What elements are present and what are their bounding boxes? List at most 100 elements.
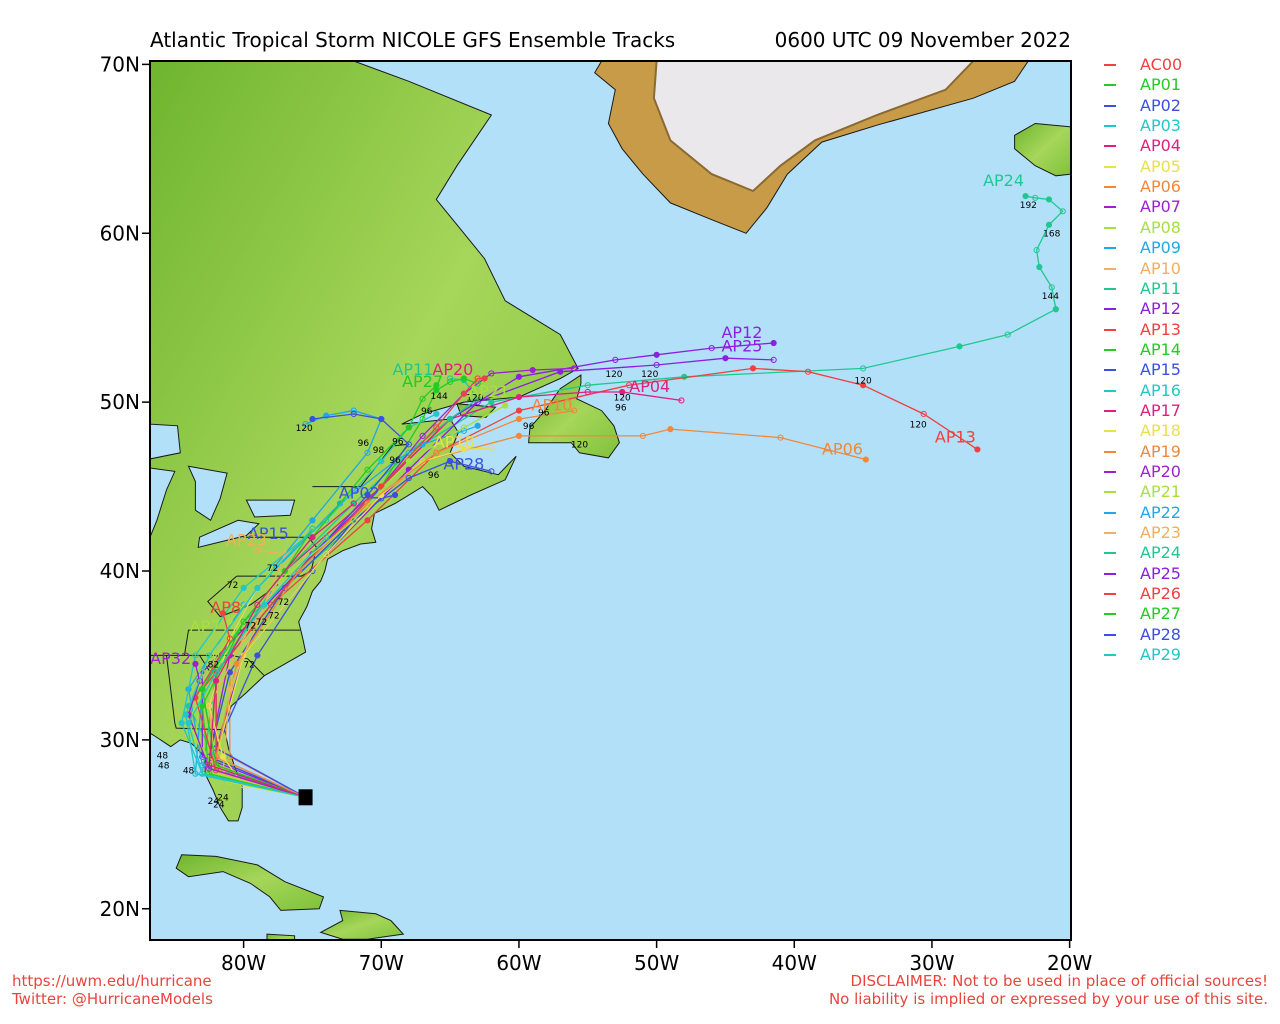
track-point: [447, 378, 454, 385]
lon-tick-label: 30W: [909, 951, 954, 975]
forecast-hour-label: 48: [183, 767, 195, 777]
legend-item-AP10: AP10: [1104, 259, 1274, 279]
track-point: [350, 500, 357, 507]
track-point: [206, 762, 213, 769]
track-point: [419, 395, 426, 402]
track-AP29: [182, 525, 316, 798]
lat-tick-label: 20N: [100, 897, 140, 921]
legend-label: AP01: [1140, 75, 1181, 95]
legend-item-AP08: AP08: [1104, 218, 1274, 238]
track-point: [226, 618, 233, 625]
forecast-hour-label: 72: [243, 660, 254, 670]
forecast-hour-label: 24: [213, 800, 225, 810]
track-label-AP20: AP20: [432, 360, 473, 379]
footer-url[interactable]: https://uwm.edu/hurricane: [12, 972, 212, 990]
track-point: [584, 382, 591, 389]
track-label-AP06: AP06: [822, 439, 863, 458]
track-point: [488, 399, 495, 406]
legend-swatch: [1104, 389, 1116, 392]
track-point: [212, 677, 220, 684]
track-label-AP7: AP7: [190, 617, 221, 636]
forecast-hour-label: 82: [208, 660, 219, 670]
legend-label: AP06: [1140, 177, 1181, 197]
track-point: [625, 382, 633, 389]
legend-swatch: [1104, 430, 1116, 433]
forecast-hour-label: 72: [256, 618, 267, 628]
track-point: [862, 456, 869, 463]
track-point: [433, 410, 440, 418]
forecast-hour-label: 24: [208, 797, 220, 807]
track-line-AP14: [201, 528, 313, 798]
legend-item-AP25: AP25: [1104, 564, 1274, 584]
track-point: [309, 534, 316, 541]
track-point: [323, 551, 330, 558]
track-point: [515, 393, 523, 401]
track-point: [192, 770, 199, 777]
lon-tick-label: 70W: [359, 951, 404, 975]
track-point: [515, 407, 523, 414]
legend-item-AP15: AP15: [1104, 360, 1274, 380]
track-point: [309, 525, 316, 532]
track-point: [1059, 208, 1066, 215]
legend-label: AP08: [1140, 217, 1181, 237]
track-point: [515, 415, 523, 423]
legend-swatch: [1104, 308, 1116, 311]
footer-twitter[interactable]: Twitter: @HurricaneModels: [12, 990, 213, 1008]
forecast-hour-label: 96: [392, 437, 404, 447]
track-point: [199, 770, 206, 777]
legend-item-AP19: AP19: [1104, 442, 1274, 462]
track-point: [722, 355, 729, 362]
lat-tick-label: 30N: [100, 728, 140, 752]
forecast-hour-label: 96: [615, 404, 627, 414]
track-point: [405, 441, 412, 448]
track-label-AP8: AP8: [210, 598, 241, 617]
track-point: [226, 686, 233, 693]
track-point: [182, 711, 189, 718]
legend-item-AP12: AP12: [1104, 299, 1274, 319]
track-point: [612, 356, 619, 364]
forecast-hour-label: 72: [267, 564, 278, 574]
track-point: [364, 491, 371, 499]
track-point: [1045, 196, 1053, 203]
track-point: [619, 388, 626, 396]
legend-swatch: [1104, 511, 1116, 514]
track-point: [350, 517, 357, 524]
track-label-AP23: AP23: [226, 531, 267, 550]
track-point: [309, 567, 316, 575]
track-point: [364, 466, 371, 473]
legend-swatch: [1104, 471, 1116, 473]
legend-swatch: [1104, 206, 1116, 209]
track-point: [460, 375, 467, 382]
legend-label: AP20: [1140, 462, 1181, 481]
track-point: [233, 660, 240, 667]
legend-swatch: [1104, 64, 1116, 66]
track-point: [433, 424, 440, 431]
track-point: [261, 601, 268, 608]
legend-item-AP14: AP14: [1104, 340, 1274, 360]
disclaimer-line-1: DISCLAIMER: Not to be used in place of o…: [850, 972, 1268, 990]
track-point: [254, 584, 261, 591]
forecast-hour-label: 120: [296, 424, 313, 434]
track-point: [240, 584, 247, 591]
track-point: [488, 444, 495, 451]
track-line-AP29: [185, 528, 313, 798]
lat-tick-label: 60N: [100, 221, 140, 245]
legend-label: AP23: [1140, 523, 1181, 543]
track-point: [474, 395, 481, 402]
track-point: [515, 432, 523, 440]
track-point: [240, 635, 247, 642]
track-point: [199, 686, 206, 693]
track-line-AP03: [187, 536, 327, 798]
legend-label: AP18: [1140, 421, 1181, 441]
track-point: [749, 365, 757, 372]
legend-label: AP26: [1140, 584, 1181, 604]
legend-label: AP14: [1140, 339, 1181, 359]
forecast-datetime: 0600 UTC 09 November 2022: [774, 28, 1071, 52]
legend-label: AP07: [1140, 197, 1181, 217]
track-point: [405, 449, 412, 456]
legend-swatch: [1104, 552, 1116, 555]
track-point: [770, 339, 777, 347]
track-point: [433, 382, 440, 389]
track-point: [364, 449, 371, 456]
forecast-hour-label: 72: [278, 598, 289, 608]
